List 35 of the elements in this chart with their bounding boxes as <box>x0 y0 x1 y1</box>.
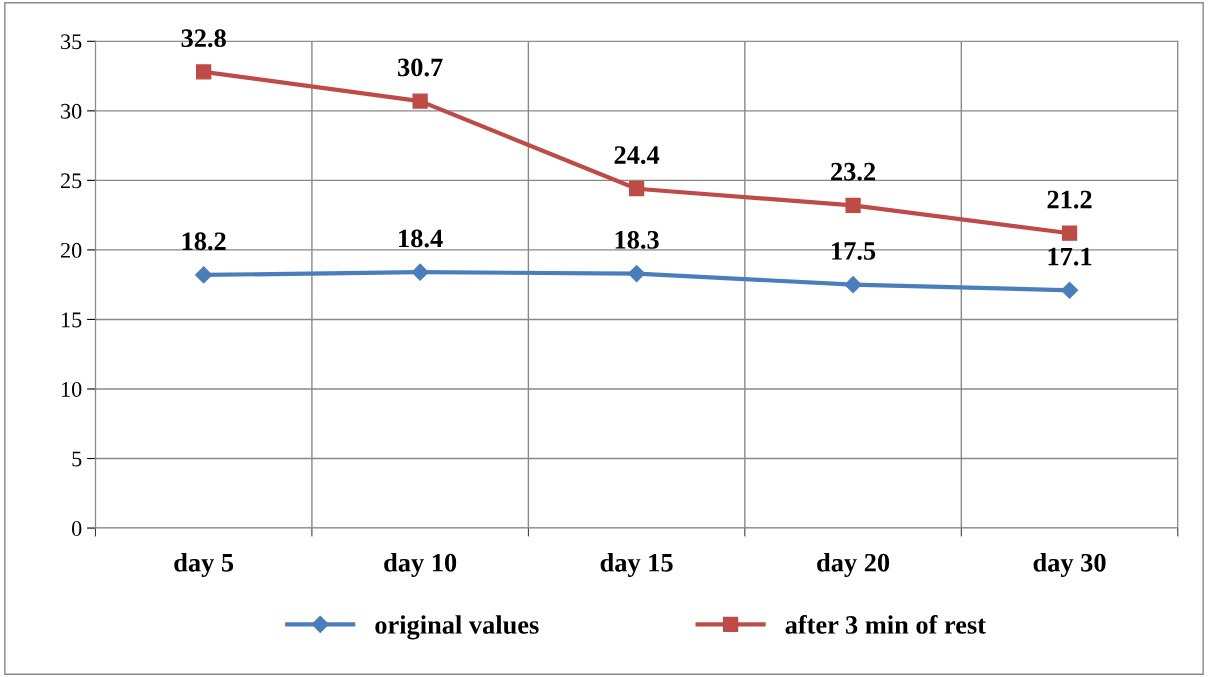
point <box>1061 281 1079 299</box>
data-label: 18.4 <box>399 229 443 248</box>
data-label: 18.3 <box>615 230 659 249</box>
x-tick-label: day 5 <box>174 553 234 578</box>
point <box>844 276 862 294</box>
y-tick-label: 35 <box>61 34 82 50</box>
x-tick-label: day 30 <box>1033 553 1106 578</box>
data-label: 23.2 <box>831 162 876 181</box>
point <box>411 263 429 281</box>
point <box>628 181 645 197</box>
x-tick-label: day 15 <box>600 553 673 578</box>
point <box>195 266 213 284</box>
x-tick-label: day 20 <box>817 553 890 578</box>
point <box>845 197 861 214</box>
legend-label: after 3 min of rest <box>785 614 986 634</box>
y-tick-label: 10 <box>61 381 82 397</box>
data-label: 30.7 <box>398 58 443 77</box>
data-label: 32.8 <box>181 29 226 48</box>
y-tick-label: 5 <box>72 451 82 467</box>
point <box>1061 225 1078 241</box>
data-label: 17.1 <box>1048 247 1092 266</box>
y-tick-label: 30 <box>61 103 82 119</box>
y-tick-label: 0 <box>71 520 82 536</box>
data-label: 17.5 <box>832 242 876 260</box>
point <box>196 64 212 80</box>
data-label: 21.2 <box>1047 190 1092 209</box>
y-tick-label: 25 <box>60 173 82 189</box>
y-tick-label: 15 <box>61 312 82 328</box>
y-tick-label: 20 <box>60 242 82 258</box>
data-label: 24.4 <box>614 146 660 165</box>
point <box>628 265 646 283</box>
data-label: 18.2 <box>182 232 226 251</box>
point <box>412 93 428 109</box>
legend-label: original values <box>375 615 539 640</box>
x-tick-label: day 10 <box>384 553 457 578</box>
